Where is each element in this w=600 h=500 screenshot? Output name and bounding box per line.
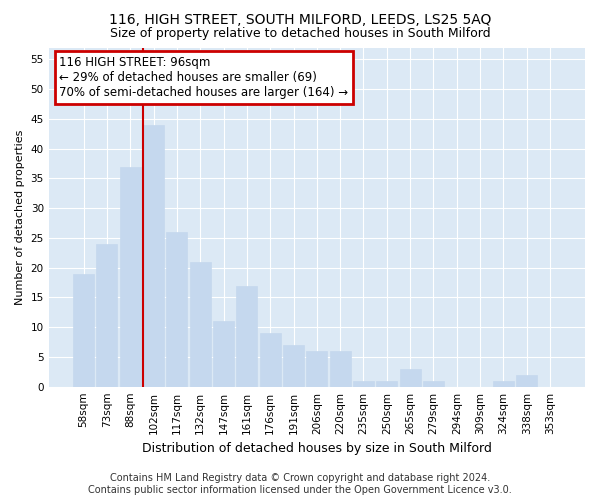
X-axis label: Distribution of detached houses by size in South Milford: Distribution of detached houses by size … [142,442,492,455]
Bar [400,369,421,386]
Bar [190,262,211,386]
Text: 116, HIGH STREET, SOUTH MILFORD, LEEDS, LS25 5AQ: 116, HIGH STREET, SOUTH MILFORD, LEEDS, … [109,12,491,26]
Text: Size of property relative to detached houses in South Milford: Size of property relative to detached ho… [110,28,490,40]
Text: Contains HM Land Registry data © Crown copyright and database right 2024.
Contai: Contains HM Land Registry data © Crown c… [88,474,512,495]
Bar [283,345,304,387]
Bar [120,166,140,386]
Bar [329,351,350,386]
Bar [493,380,514,386]
Bar [423,380,444,386]
Bar [376,380,397,386]
Bar [353,380,374,386]
Bar [236,286,257,386]
Y-axis label: Number of detached properties: Number of detached properties [15,130,25,305]
Bar [73,274,94,386]
Bar [260,333,281,386]
Bar [213,321,234,386]
Bar [307,351,328,386]
Bar [516,375,537,386]
Text: 116 HIGH STREET: 96sqm
← 29% of detached houses are smaller (69)
70% of semi-det: 116 HIGH STREET: 96sqm ← 29% of detached… [59,56,349,99]
Bar [97,244,118,386]
Bar [143,125,164,386]
Bar [166,232,187,386]
